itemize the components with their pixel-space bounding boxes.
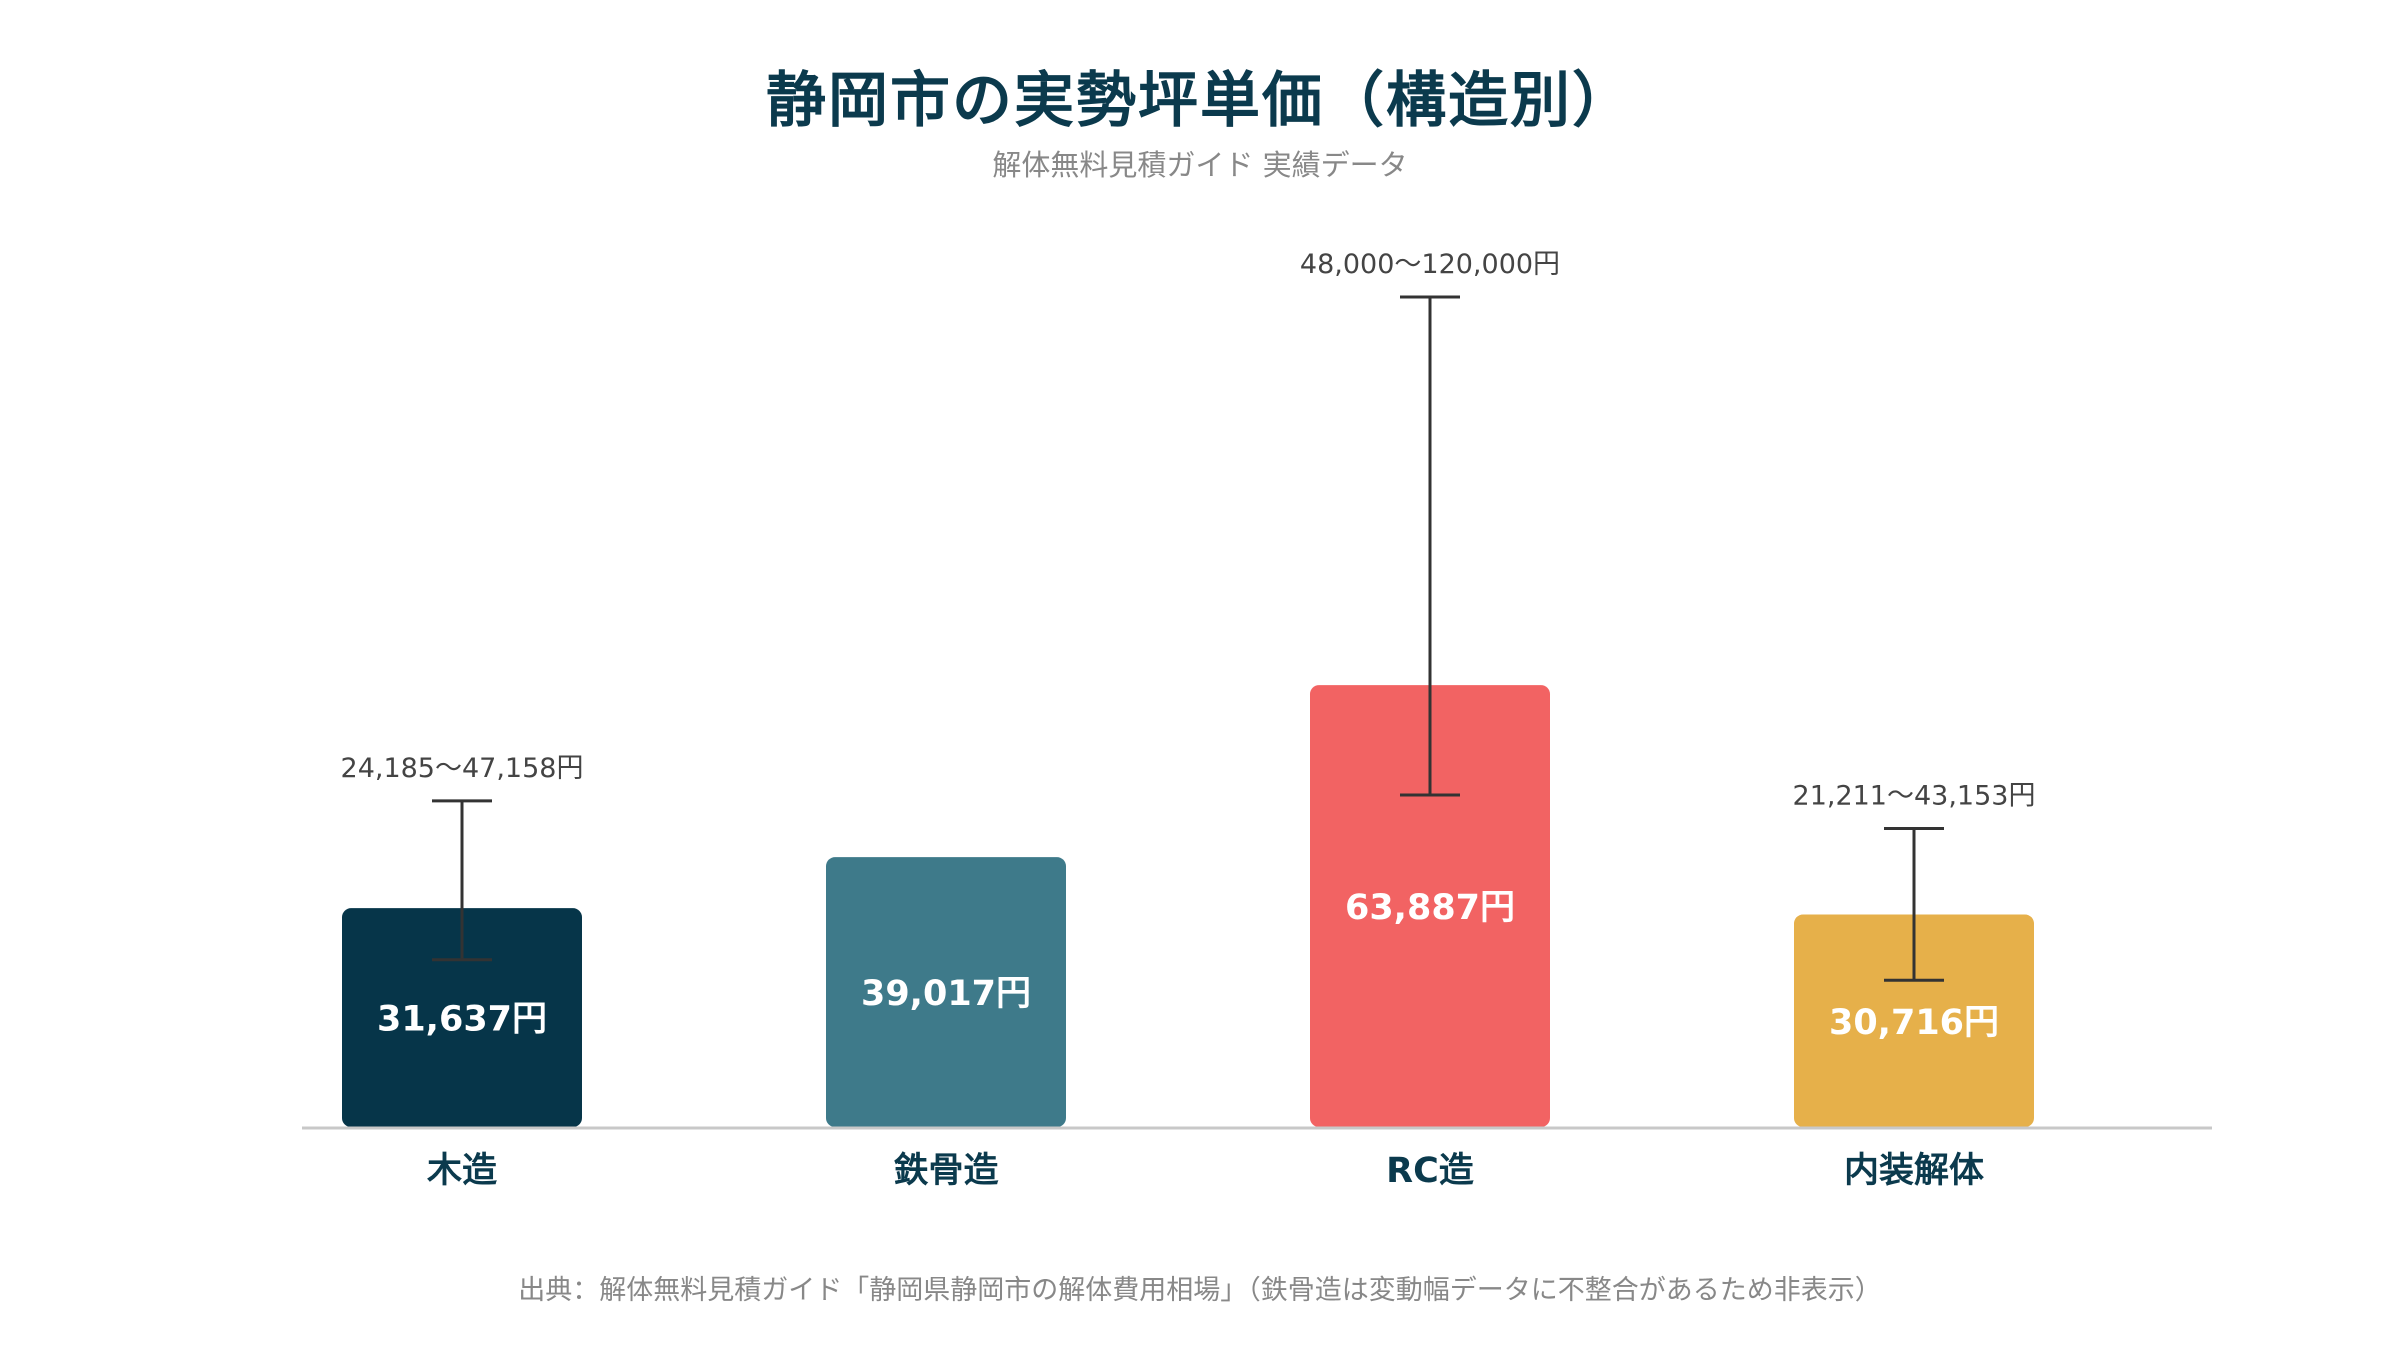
source-note: 出典：解体無料見積ガイド「静岡県静岡市の解体費用相場」（鉄骨造は変動幅データに不… bbox=[518, 1275, 1882, 1306]
chart-title: 静岡市の実勢坪単価（構造別） bbox=[766, 66, 1634, 136]
value-label-1: 31,637円 bbox=[377, 1000, 547, 1040]
bar-1 bbox=[342, 908, 582, 1127]
range-label-3: 48,000〜120,000円 bbox=[1300, 249, 1560, 280]
range-label-4: 21,211〜43,153円 bbox=[1793, 781, 2036, 812]
value-label-3: 63,887円 bbox=[1345, 888, 1515, 928]
bar-3 bbox=[1310, 685, 1550, 1127]
category-label-1: 木造 bbox=[427, 1151, 497, 1191]
value-label-4: 30,716円 bbox=[1829, 1003, 1999, 1043]
bar-2 bbox=[826, 857, 1066, 1127]
chart-subtitle: 解体無料見積ガイド 実績データ bbox=[992, 148, 1408, 182]
value-label-2: 39,017円 bbox=[861, 974, 1031, 1014]
category-label-3: RC造 bbox=[1386, 1151, 1474, 1191]
range-label-1: 24,185〜47,158円 bbox=[341, 753, 584, 784]
category-label-2: 鉄骨造 bbox=[893, 1150, 998, 1191]
bar-4 bbox=[1794, 914, 2034, 1127]
category-label-4: 内装解体 bbox=[1844, 1151, 1984, 1191]
